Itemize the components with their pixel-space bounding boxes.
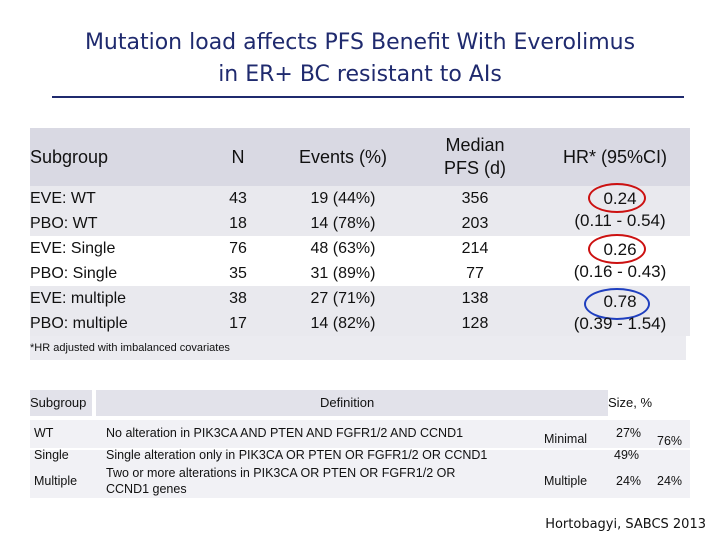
row-n: 76 <box>229 240 247 257</box>
row-events: 14 (78%) <box>310 215 376 232</box>
row-events: 48 (63%) <box>310 240 376 257</box>
multiple-group-label: Multiple <box>544 474 588 488</box>
hr-ci: (0.16 - 0.43) <box>573 262 667 281</box>
header-hr: HR* (95%CI) <box>562 147 668 167</box>
results-table-header <box>30 128 690 186</box>
definition-text-multiple-line1: Two or more alterations in PIK3CA OR PTE… <box>106 466 456 480</box>
row-median-pfs: 356 <box>461 190 489 207</box>
definition-row-single-multiple <box>30 450 690 498</box>
header-n: N <box>231 147 245 167</box>
row-median-pfs: 203 <box>461 215 489 232</box>
minimal-single-percent: 49% <box>614 448 640 462</box>
hr-highlight-circle-red <box>588 183 646 213</box>
definition-header-size-cell: Size, % <box>590 390 690 416</box>
hr-ci: (0.11 - 0.54) <box>574 211 666 230</box>
row-subgroup: EVE: WT <box>30 190 96 207</box>
row-subgroup: PBO: WT <box>30 215 98 232</box>
row-n: 18 <box>229 215 247 232</box>
minimal-wt-percent: 27% <box>616 426 642 440</box>
hr-ci: (0.39 - 1.54) <box>573 314 667 333</box>
row-band-multiple <box>30 286 690 336</box>
definition-header-definition-cell: Definition <box>96 390 608 416</box>
title-underline <box>52 96 684 98</box>
hr-value: 0.24 <box>603 189 637 208</box>
row-median-pfs: 128 <box>461 315 489 332</box>
row-n: 38 <box>229 290 247 307</box>
hr-value: 0.78 <box>603 292 637 311</box>
row-median-pfs: 214 <box>461 240 489 257</box>
row-subgroup: PBO: Single <box>30 265 118 282</box>
row-median-pfs: 138 <box>461 290 489 307</box>
header-median-line1: Median <box>445 135 505 155</box>
definition-header-definition: Definition <box>320 395 375 410</box>
definition-text-wt: No alteration in PIK3CA AND PTEN AND FGF… <box>106 426 464 440</box>
footnote: *HR adjusted with imbalanced covariates <box>30 336 686 360</box>
hr-highlight-circle-blue <box>584 288 650 320</box>
definition-text-multiple-line2: CCND1 genes <box>106 482 187 496</box>
row-n: 35 <box>229 265 247 282</box>
slide-title-line1: Mutation load affects PFS Benefit With E… <box>84 30 636 55</box>
multiple-total-percent: 24% <box>657 474 683 488</box>
hr-highlight-circle-red <box>588 234 646 264</box>
definition-header-size: Size, % <box>608 395 653 410</box>
definition-label-multiple: Multiple <box>34 474 78 488</box>
row-n: 17 <box>229 315 247 332</box>
row-band-wt <box>30 186 690 236</box>
definition-header-subgroup: Subgroup <box>30 395 87 410</box>
row-events: 31 (89%) <box>310 265 376 282</box>
header-events: Events (%) <box>298 147 388 167</box>
row-subgroup: EVE: multiple <box>30 290 127 307</box>
multiple-percent: 24% <box>616 474 642 488</box>
definition-header-subgroup-cell: Subgroup <box>30 390 92 416</box>
row-events: 27 (71%) <box>310 290 376 307</box>
definition-label-wt: WT <box>34 426 54 440</box>
row-events: 14 (82%) <box>310 315 376 332</box>
slide-title-line2: in ER+ BC resistant to AIs <box>218 62 502 87</box>
row-events: 19 (44%) <box>310 190 376 207</box>
definition-label-single: Single <box>34 448 69 462</box>
definition-row-wt <box>30 420 690 448</box>
row-median-pfs: 77 <box>466 265 484 282</box>
row-n: 43 <box>229 190 247 207</box>
minimal-group-label: Minimal <box>544 432 588 446</box>
definition-text-single: Single alteration only in PIK3CA OR PTEN… <box>106 448 488 462</box>
header-subgroup: Subgroup <box>30 147 109 167</box>
header-median-line2: PFS (d) <box>443 158 506 178</box>
citation: Hortobagyi, SABCS 2013 <box>545 517 706 532</box>
row-subgroup: EVE: Single <box>30 240 116 257</box>
hr-value: 0.26 <box>603 240 637 259</box>
minimal-total-percent: 76% <box>657 434 683 448</box>
row-subgroup: PBO: multiple <box>30 315 128 332</box>
